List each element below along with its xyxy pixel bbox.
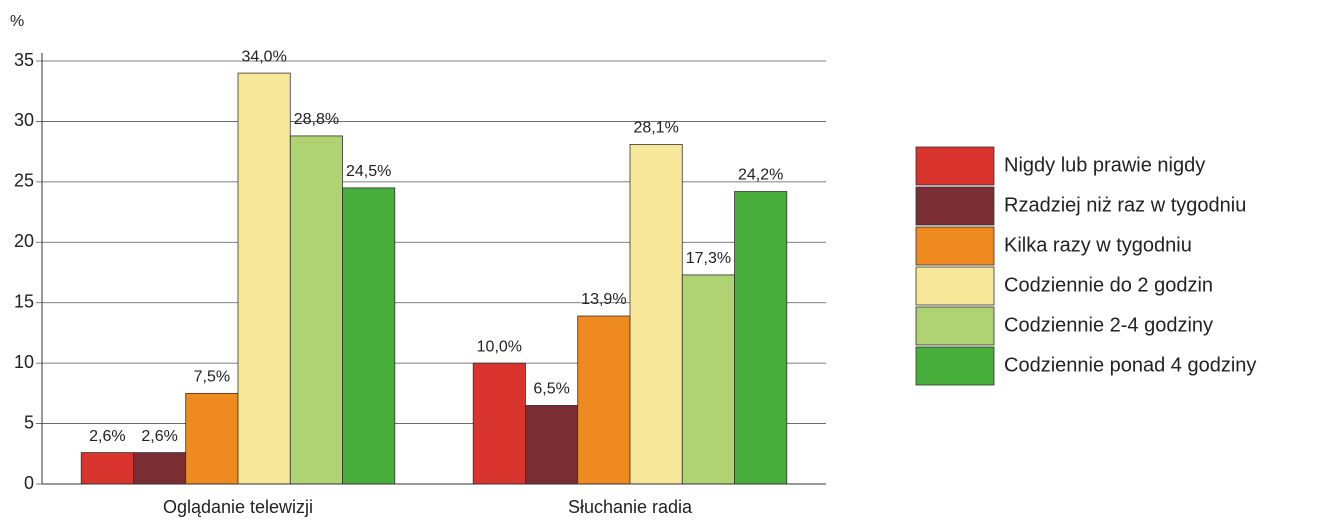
bar [629, 143, 683, 485]
legend-swatch [915, 306, 995, 346]
y-tick-label: 5 [24, 412, 34, 432]
y-tick-label: 35 [14, 50, 34, 70]
bar [80, 452, 134, 485]
bar [525, 405, 579, 485]
y-tick-label: 0 [24, 473, 34, 493]
legend-swatch [915, 146, 995, 186]
legend-label: Nigdy lub prawie nigdy [1004, 154, 1205, 176]
bar [681, 274, 735, 485]
data-label: 6,5% [533, 381, 569, 398]
legend-label: Codziennie 2-4 godziny [1004, 314, 1213, 336]
legend-swatch [915, 186, 995, 226]
y-tick-label: 25 [14, 171, 34, 191]
data-label: 17,3% [686, 250, 731, 267]
legend-label: Codziennie ponad 4 godziny [1004, 354, 1256, 376]
data-label: 28,1% [633, 120, 678, 137]
legend-label: Kilka razy w tygodniu [1004, 234, 1192, 256]
data-label: 24,2% [738, 167, 783, 184]
data-label: 28,8% [294, 111, 339, 128]
y-tick-label: 15 [14, 291, 34, 311]
y-tick-label: 10 [14, 352, 34, 372]
legend-swatch [915, 266, 995, 306]
legend-swatch [915, 226, 995, 266]
data-label: 2,6% [89, 428, 125, 445]
bar [185, 392, 239, 485]
y-tick-label: 20 [14, 231, 34, 251]
bar [133, 452, 187, 485]
bar [577, 315, 631, 485]
data-label: 7,5% [194, 369, 230, 386]
legend-label: Codziennie do 2 godzin [1004, 274, 1213, 296]
data-label: 13,9% [581, 291, 626, 308]
bar [734, 191, 788, 485]
data-label: 2,6% [141, 428, 177, 445]
data-label: 10,0% [477, 338, 522, 355]
bar [289, 135, 343, 485]
y-tick-label: 30 [14, 110, 34, 130]
y-axis-label: % [10, 13, 24, 30]
x-tick-label: Słuchanie radia [568, 497, 693, 517]
legend-label: Rzadziej niż raz w tygodniu [1004, 194, 1246, 216]
bar [472, 362, 526, 485]
bar [342, 187, 396, 485]
data-label: 34,0% [241, 48, 286, 65]
legend-swatch [915, 346, 995, 386]
x-tick-label: Oglądanie telewizji [163, 497, 313, 517]
data-label: 24,5% [346, 163, 391, 180]
bar [237, 72, 291, 485]
